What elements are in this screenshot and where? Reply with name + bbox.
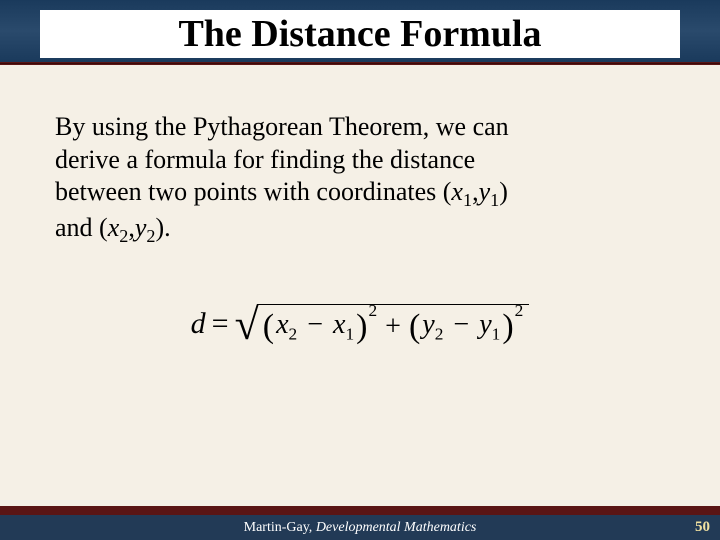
exp2: 2 (515, 301, 524, 321)
para-line3-pre: between two points with coordinates ( (55, 177, 451, 206)
para-line4-post: ). (155, 213, 170, 242)
minus2: − (450, 309, 472, 340)
sqrt-sign: √ (235, 306, 259, 343)
fx2sub: 2 (289, 324, 298, 343)
slide-title: The Distance Formula (172, 12, 547, 56)
group-y: ( y2 − y1 ) 2 (409, 309, 523, 345)
slide-body: By using the Pythagorean Theorem, we can… (0, 65, 720, 540)
sqrt-content: ( x2 − x1 ) 2 + ( (257, 304, 530, 345)
fx2: x (276, 309, 288, 340)
coord-y2: y (135, 213, 147, 242)
coord-x1: x (451, 177, 463, 206)
para-line3-post: ) (499, 177, 508, 206)
title-bg: The Distance Formula (40, 10, 680, 58)
para-line1: By using the Pythagorean Theorem, we can (55, 112, 509, 141)
slide: The Distance Formula By using the Pythag… (0, 0, 720, 540)
coord-y1: y (479, 177, 491, 206)
footer-book: Developmental Mathematics (316, 520, 477, 535)
rparen1: ) (356, 310, 367, 344)
fy2: y (422, 309, 434, 340)
formula-area: d = √ ( x2 − x1 ) 2 (55, 304, 665, 345)
fy2sub: 2 (435, 324, 444, 343)
inner-y: y2 − y1 (420, 309, 502, 345)
coord-y1-sub: 1 (490, 190, 499, 210)
inner-x: x2 − x1 (274, 309, 356, 345)
coord-x2-sub: 2 (119, 226, 128, 246)
formula-lhs: d (191, 307, 206, 341)
exp1: 2 (368, 301, 377, 321)
fy1: y (479, 309, 491, 340)
fx1sub: 1 (345, 324, 354, 343)
lparen2: ( (409, 310, 420, 344)
plus: + (381, 311, 405, 343)
coord-x2: x (108, 213, 120, 242)
footer-text: Martin-Gay, Developmental Mathematics (244, 520, 477, 536)
group-x: ( x2 − x1 ) 2 (263, 309, 377, 345)
para-line2: derive a formula for finding the distanc… (55, 145, 475, 174)
footer-author: Martin-Gay, (244, 520, 316, 535)
minus1: − (304, 309, 326, 340)
distance-formula: d = √ ( x2 − x1 ) 2 (191, 304, 530, 345)
para-line4-pre: and ( (55, 213, 108, 242)
coord-x1-sub: 1 (463, 190, 472, 210)
slide-footer: Martin-Gay, Developmental Mathematics 50 (0, 512, 720, 540)
fy1sub: 1 (492, 324, 501, 343)
page-number: 50 (695, 519, 710, 536)
lparen1: ( (263, 310, 274, 344)
fx1: x (333, 309, 345, 340)
formula-eq: = (212, 307, 229, 341)
rparen2: ) (502, 310, 513, 344)
body-paragraph: By using the Pythagorean Theorem, we can… (55, 111, 665, 248)
title-bar: The Distance Formula (0, 0, 720, 65)
sqrt: √ ( x2 − x1 ) 2 + (235, 304, 530, 345)
